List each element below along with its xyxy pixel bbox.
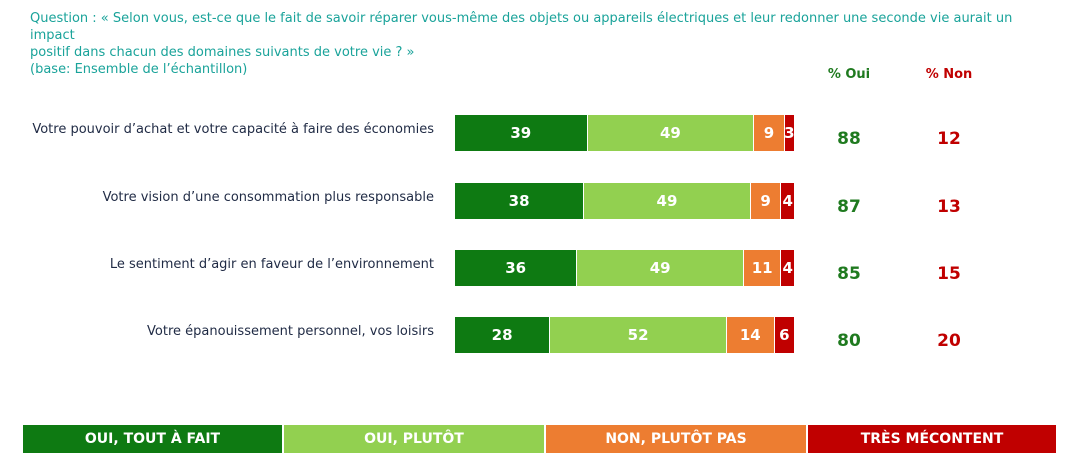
legend-item: NON, PLUTÔT PAS [545,424,807,454]
data-label: 9 [760,192,771,210]
bar-segment: 49 [577,250,744,286]
data-label: 39 [510,124,532,142]
data-label: 11 [751,259,773,277]
question-text: Question : « Selon vous, est-ce que le f… [30,10,1030,78]
data-label: 52 [627,326,649,344]
legend-item: OUI, TOUT À FAIT [22,424,283,454]
bar-segment: 49 [587,115,755,151]
legend-item: OUI, PLUTÔT [283,424,545,454]
category-label: Votre vision d’une consommation plus res… [102,190,434,205]
category-label: Le sentiment d’agir en faveur de l’envir… [109,257,434,272]
bar-segment: 11 [744,250,782,286]
data-label: 9 [763,124,775,142]
total-oui: 88 [837,129,861,149]
data-label: 49 [656,192,678,210]
data-label: 4 [782,259,793,277]
bar-segment: 9 [754,115,785,151]
bar-segment: 39 [455,115,588,151]
data-label: 6 [779,326,790,344]
bar-segment: 6 [774,317,795,353]
question-base: (base: Ensemble de l’échantillon) [30,62,248,77]
data-label: 3 [784,124,795,142]
bar-segment: 4 [781,183,795,219]
data-label: 28 [491,326,513,344]
total-non: 15 [937,264,961,284]
total-non: 20 [937,331,961,351]
column-header-oui: % Oui [827,67,871,82]
data-label: 49 [659,124,681,142]
data-label: 14 [739,326,761,344]
bar-segment: 28 [455,317,551,353]
data-label: 49 [649,259,671,277]
chart-legend: OUI, TOUT À FAIT OUI, PLUTÔT NON, PLUTÔT P… [22,424,1057,454]
bar-segment: 14 [727,317,775,353]
category-label: Votre épanouissement personnel, vos lois… [147,324,434,339]
total-oui: 80 [837,331,861,351]
total-non: 13 [937,197,961,217]
data-label: 38 [508,192,530,210]
total-non: 12 [937,129,961,149]
bar-segment: 4 [781,250,795,286]
bar-segment: 49 [584,183,751,219]
column-header-non: % Non [925,67,973,82]
total-oui: 85 [837,264,861,284]
bar-segment: 3 [784,115,795,151]
bar-segment: 52 [550,317,727,353]
data-label: 36 [505,259,527,277]
question-line-1: Question : « Selon vous, est-ce que le f… [30,11,1013,43]
bar-segment: 38 [455,183,585,219]
data-label: 4 [782,192,793,210]
legend-item: TRÈS MÉCONTENT [807,424,1057,454]
category-label: Votre pouvoir d’achat et votre capacité … [32,122,434,137]
total-oui: 87 [837,197,861,217]
bar-segment: 36 [455,250,578,286]
bar-segment: 9 [750,183,782,219]
question-line-2: positif dans chacun des domaines suivant… [30,45,415,60]
